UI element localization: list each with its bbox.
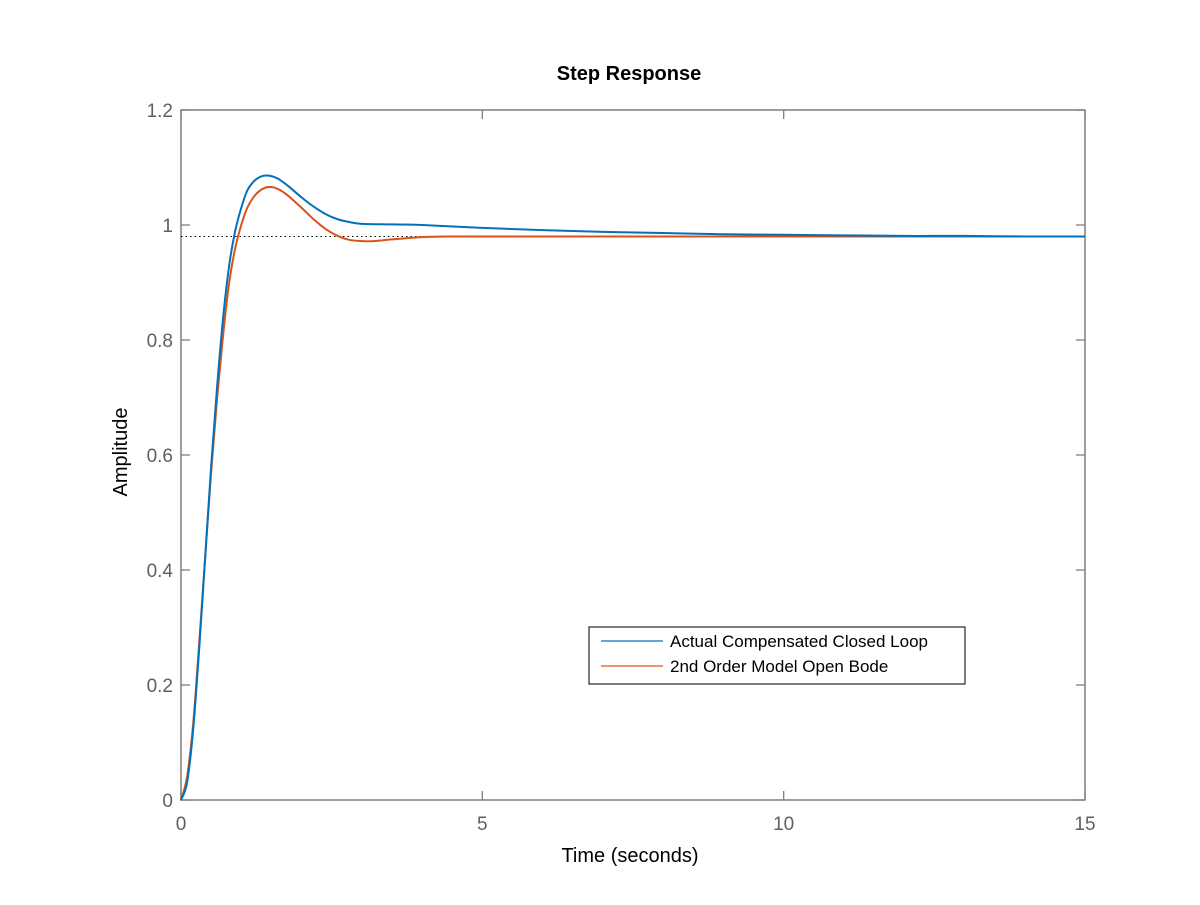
y-tick-label: 1 [162, 216, 173, 237]
tick-marks [180, 109, 1086, 801]
series-line-second-order-model [180, 185, 1085, 801]
y-tick-label: 0.6 [147, 446, 173, 467]
series-layer [180, 174, 1086, 801]
y-tick-label: 0.2 [147, 676, 173, 697]
y-tick-label: 0 [162, 791, 173, 812]
y-tick-label: 0.8 [147, 331, 173, 352]
legend: Actual Compensated Closed Loop 2nd Order … [588, 626, 966, 685]
x-tick-label: 10 [773, 814, 794, 835]
x-tick-labels: 0 5 10 15 [176, 814, 1096, 835]
x-tick-label: 0 [176, 814, 187, 835]
y-tick-label: 1.2 [147, 101, 173, 122]
y-tick-labels: 0 0.2 0.4 0.6 0.8 1 1.2 [147, 101, 174, 812]
x-axis-label: Time (seconds) [561, 845, 698, 867]
x-tick-label: 5 [477, 814, 488, 835]
axes [180, 109, 1086, 801]
chart-title: Step Response [557, 63, 701, 85]
x-tick-label: 15 [1074, 814, 1095, 835]
axes-box [180, 109, 1086, 801]
series-line-actual-closed-loop [180, 174, 1086, 801]
y-tick-label: 0.4 [147, 561, 174, 582]
legend-label: 2nd Order Model Open Bode [670, 657, 888, 676]
legend-label: Actual Compensated Closed Loop [670, 632, 928, 651]
y-axis-label: Amplitude [110, 408, 132, 497]
legend-box [588, 626, 966, 685]
